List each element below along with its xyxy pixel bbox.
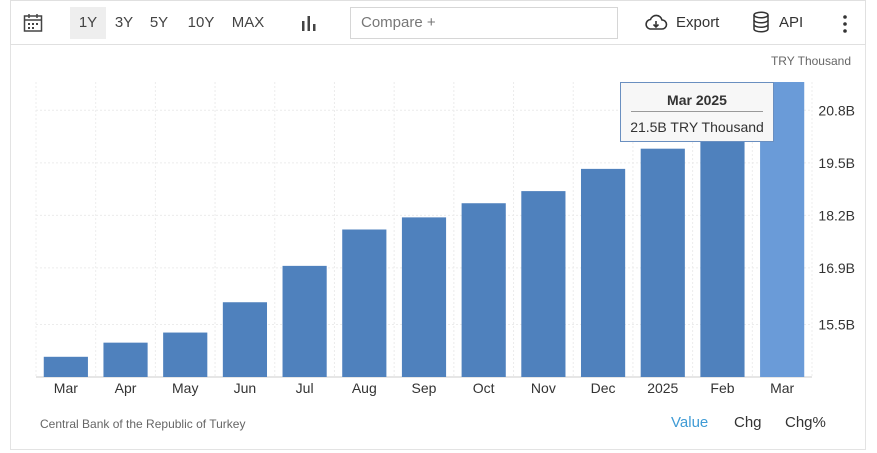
bar-10[interactable] — [640, 148, 685, 377]
more-vertical-icon[interactable] — [837, 14, 853, 34]
api-button[interactable]: API — [779, 14, 804, 31]
compare-input[interactable]: Compare + — [350, 7, 618, 39]
x-tick-label: Sep — [412, 380, 437, 396]
y-tick-label: 20.8B — [818, 102, 855, 118]
x-tick-label: May — [172, 380, 198, 396]
x-tick-label: Mar — [770, 380, 794, 396]
range-button-1y[interactable]: 1Y — [70, 7, 106, 39]
x-tick-label: Jul — [296, 380, 314, 396]
bar-8[interactable] — [521, 191, 566, 377]
x-tick-label: Apr — [115, 380, 137, 396]
cloud-download-icon[interactable] — [644, 13, 668, 33]
x-tick-label: 2025 — [647, 380, 678, 396]
mode-chgpct-button[interactable]: Chg% — [785, 414, 826, 431]
tooltip-title: Mar 2025 — [667, 92, 727, 108]
x-tick-label: Mar — [54, 380, 78, 396]
range-button-3y[interactable]: 3Y — [114, 14, 134, 31]
bar-0[interactable] — [43, 356, 88, 377]
y-tick-label: 16.9B — [818, 260, 855, 276]
bar-9[interactable] — [580, 168, 626, 377]
tooltip-value: 21.5B TRY Thousand — [630, 119, 764, 135]
database-icon[interactable] — [752, 11, 770, 33]
mode-value-button[interactable]: Value — [671, 414, 709, 431]
bar-6[interactable] — [401, 217, 447, 377]
toolbar: 1Y 3Y 5Y 10Y MAX Compare + Export API — [10, 0, 866, 45]
mode-chg-button[interactable]: Chg — [734, 414, 762, 431]
calendar-icon[interactable] — [23, 13, 43, 33]
bar-2[interactable] — [163, 332, 208, 377]
x-tick-label: Aug — [352, 380, 377, 396]
bar-11[interactable] — [700, 108, 745, 377]
x-tick-label: Jun — [234, 380, 257, 396]
range-button-5y[interactable]: 5Y — [149, 14, 169, 31]
chart-frame — [10, 0, 866, 450]
tooltip-divider — [631, 111, 763, 112]
bar-5[interactable] — [342, 229, 387, 378]
x-tick-label: Dec — [591, 380, 616, 396]
bar-chart-icon[interactable] — [301, 14, 319, 32]
x-tick-label: Nov — [531, 380, 556, 396]
x-tick-label: Feb — [710, 380, 734, 396]
bar-1[interactable] — [103, 342, 148, 377]
export-button[interactable]: Export — [676, 14, 720, 31]
bar-7[interactable] — [461, 203, 506, 377]
range-button-10y[interactable]: 10Y — [187, 14, 215, 31]
y-tick-label: 19.5B — [818, 155, 855, 171]
y-tick-label: 18.2B — [818, 207, 855, 223]
range-button-max[interactable]: MAX — [231, 14, 265, 31]
unit-label: TRY Thousand — [770, 54, 851, 68]
source-label: Central Bank of the Republic of Turkey — [40, 417, 246, 431]
y-tick-label: 15.5B — [818, 316, 855, 332]
bar-4[interactable] — [282, 265, 327, 377]
x-tick-label: Oct — [473, 380, 495, 396]
tooltip: Mar 2025 21.5B TRY Thousand — [620, 82, 774, 142]
bar-3[interactable] — [222, 302, 268, 377]
